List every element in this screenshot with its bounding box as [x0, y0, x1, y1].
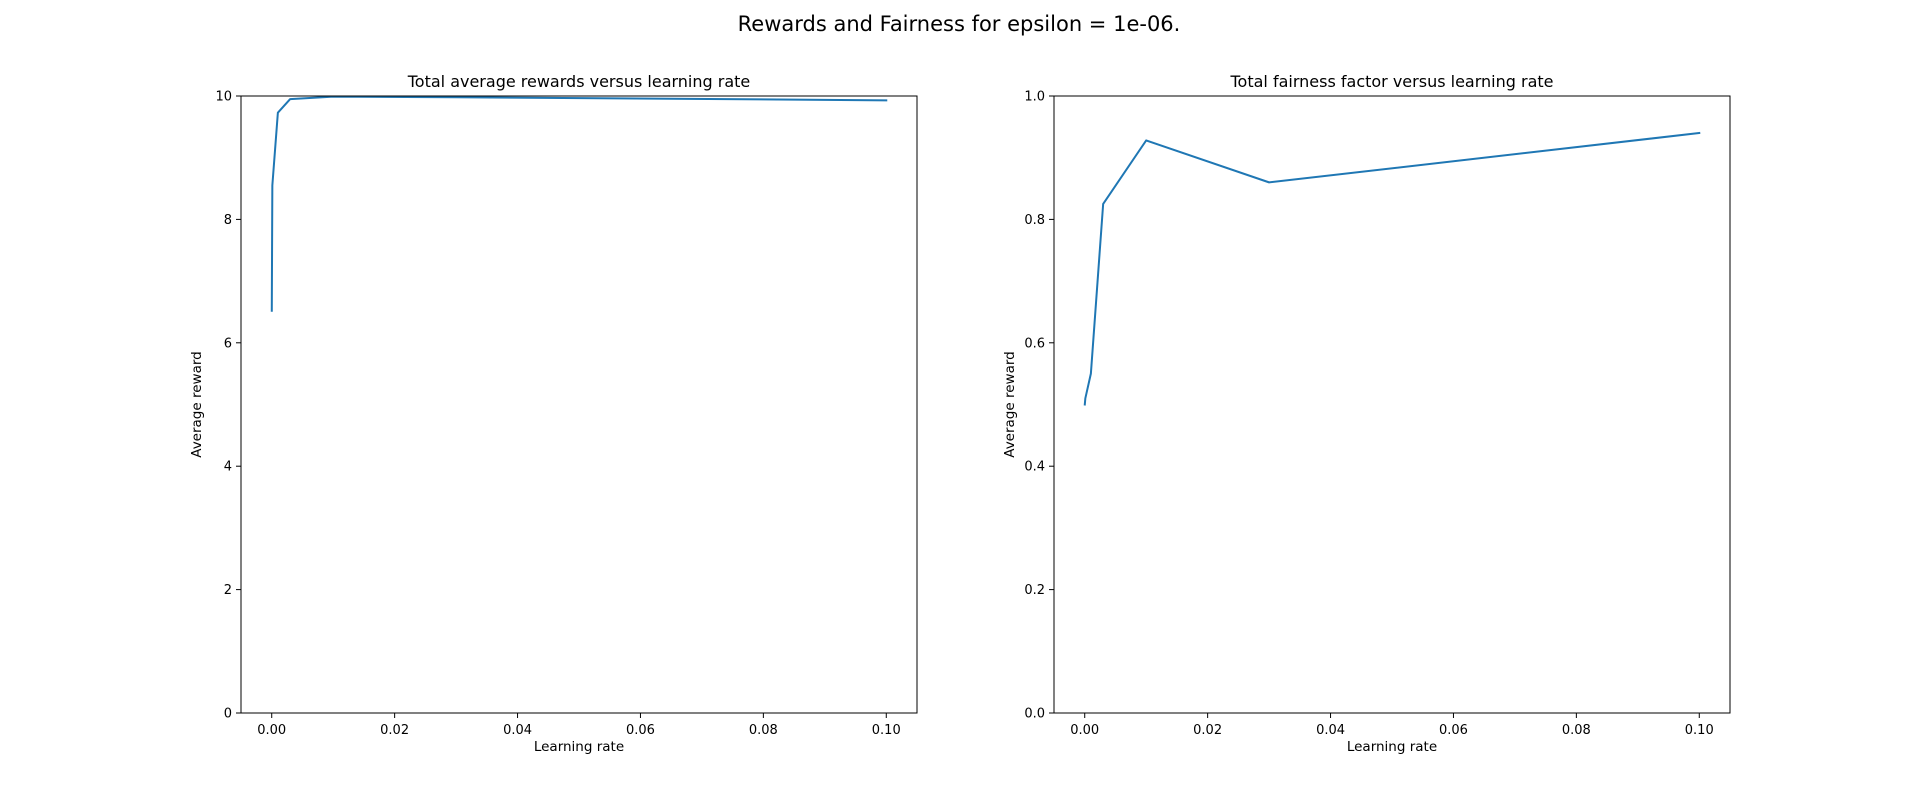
y-tick-label: 0.4 — [1024, 460, 1045, 475]
x-tick-label: 0.00 — [257, 723, 286, 738]
x-tick-label: 0.08 — [1562, 723, 1591, 738]
axes-frame — [1053, 95, 1731, 714]
x-tick-label: 0.00 — [1070, 723, 1099, 738]
series-line-1 — [270, 95, 888, 312]
x-tick-label: 0.06 — [626, 723, 655, 738]
y-tick-label: 0.6 — [1024, 336, 1045, 351]
x-tick-label: 0.04 — [503, 723, 532, 738]
x-tick-label: 0.02 — [380, 723, 409, 738]
y-tick-label: 0.2 — [1024, 583, 1045, 598]
y-tick-label: 6 — [224, 336, 232, 351]
axes-frame — [240, 95, 918, 714]
y-tick-label: 1.0 — [1024, 90, 1045, 105]
y-tick-label: 0 — [224, 707, 232, 722]
x-axis-label: Learning rate — [1347, 739, 1437, 755]
y-tick-label: 8 — [224, 213, 232, 228]
y-tick-label: 2 — [224, 583, 232, 598]
x-tick-label: 0.04 — [1316, 723, 1345, 738]
y-tick-label: 10 — [215, 90, 232, 105]
x-tick-label: 0.02 — [1193, 723, 1222, 738]
y-tick-label: 0.0 — [1024, 707, 1045, 722]
y-tick-label: 0.8 — [1024, 213, 1045, 228]
series-line-1 — [1083, 131, 1701, 406]
y-axis-label: Average reward — [189, 351, 205, 457]
y-tick-label: 4 — [224, 460, 232, 475]
y-axis-label: Average reward — [1002, 351, 1018, 457]
chart-panel-1: Total average rewards versus learning ra… — [189, 72, 918, 755]
x-tick-label: 0.10 — [872, 723, 901, 738]
x-tick-label: 0.10 — [1685, 723, 1714, 738]
chart-title: Total fairness factor versus learning ra… — [1230, 72, 1554, 91]
chart-panel-2: Total fairness factor versus learning ra… — [1002, 72, 1731, 755]
x-axis-label: Learning rate — [534, 739, 624, 755]
figure-title: Rewards and Fairness for epsilon = 1e-06… — [738, 12, 1181, 36]
x-tick-label: 0.06 — [1439, 723, 1468, 738]
x-tick-label: 0.08 — [749, 723, 778, 738]
chart-panels: Total average rewards versus learning ra… — [189, 72, 1731, 755]
chart-title: Total average rewards versus learning ra… — [407, 72, 751, 91]
